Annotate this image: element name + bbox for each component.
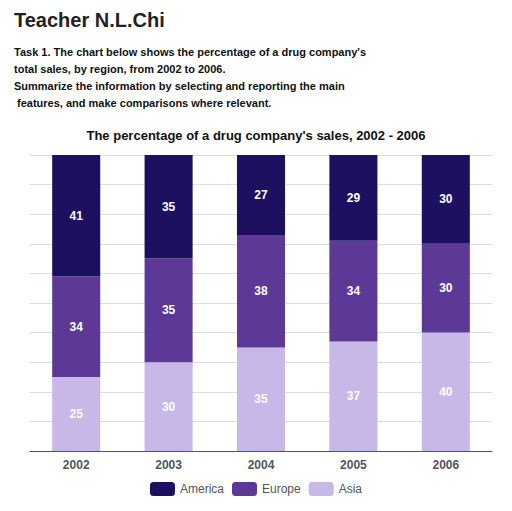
svg-text:features, and make comparisons: features, and make comparisons where rel… [14, 97, 271, 109]
svg-text:total sales, by region, from 2: total sales, by region, from 2002 to 200… [14, 63, 226, 75]
svg-text:2004: 2004 [248, 458, 275, 472]
svg-text:The percentage of a drug compa: The percentage of a drug company's sales… [86, 128, 425, 143]
svg-text:38: 38 [254, 284, 268, 298]
svg-text:30: 30 [439, 281, 453, 295]
svg-text:35: 35 [162, 200, 176, 214]
svg-text:2006: 2006 [432, 458, 459, 472]
svg-text:America: America [180, 482, 224, 496]
svg-text:29: 29 [347, 191, 361, 205]
svg-text:35: 35 [162, 303, 176, 317]
svg-text:34: 34 [70, 320, 84, 334]
svg-text:41: 41 [70, 209, 84, 223]
svg-text:Europe: Europe [262, 482, 301, 496]
svg-text:Teacher N.L.Chi: Teacher N.L.Chi [14, 9, 165, 31]
svg-text:Task 1. The chart below shows: Task 1. The chart below shows the percen… [14, 46, 366, 58]
svg-text:37: 37 [347, 389, 361, 403]
svg-text:34: 34 [347, 284, 361, 298]
svg-text:30: 30 [439, 192, 453, 206]
svg-text:2003: 2003 [155, 458, 182, 472]
svg-text:40: 40 [439, 385, 453, 399]
svg-text:2002: 2002 [63, 458, 90, 472]
svg-text:Summarize the information by s: Summarize the information by selecting a… [14, 80, 345, 92]
svg-text:35: 35 [254, 392, 268, 406]
svg-text:25: 25 [70, 407, 84, 421]
svg-text:30: 30 [162, 400, 176, 414]
svg-text:Asia: Asia [339, 482, 363, 496]
svg-text:27: 27 [254, 188, 268, 202]
svg-text:2005: 2005 [340, 458, 367, 472]
